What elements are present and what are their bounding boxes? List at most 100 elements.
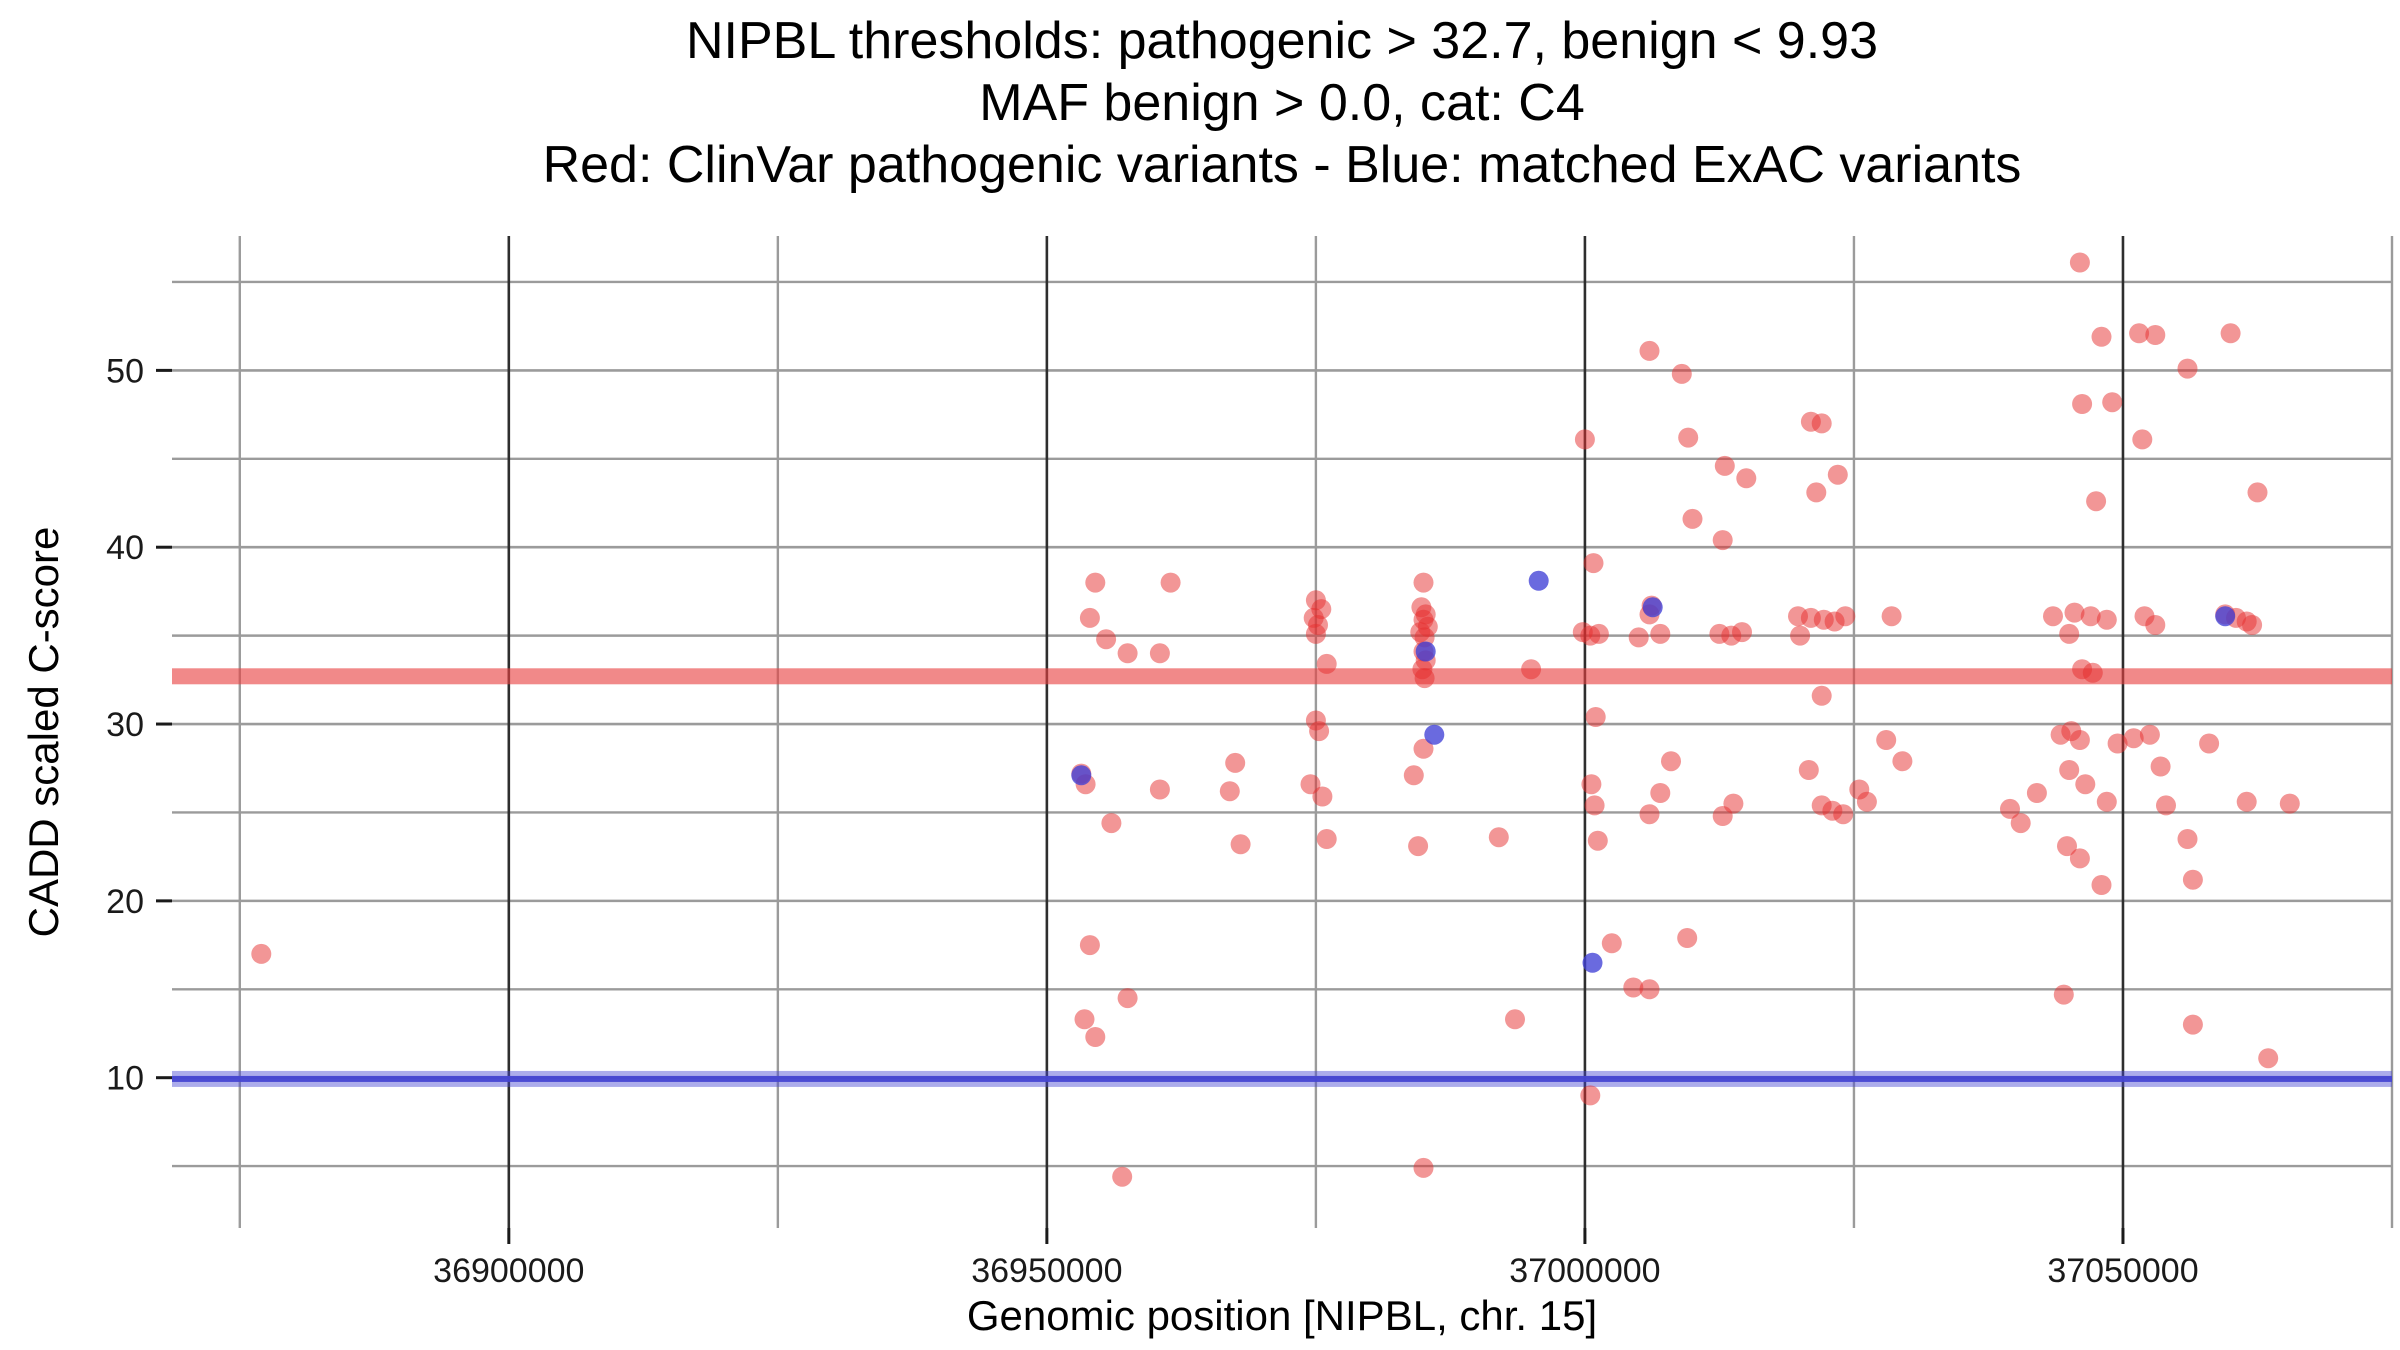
clinvar-pathogenic-point — [2236, 791, 2257, 812]
clinvar-pathogenic-point — [2075, 774, 2096, 795]
chart-title-line-2: MAF benign > 0.0, cat: C4 — [979, 74, 1585, 132]
clinvar-pathogenic-point — [2096, 791, 2117, 812]
clinvar-pathogenic-point — [2080, 606, 2101, 627]
clinvar-pathogenic-point — [1581, 774, 1602, 795]
clinvar-pathogenic-point — [2150, 756, 2171, 777]
clinvar-pathogenic-point — [1414, 668, 1435, 689]
clinvar-pathogenic-point — [1580, 1085, 1601, 1106]
clinvar-pathogenic-point — [1892, 751, 1913, 772]
clinvar-pathogenic-point — [2057, 836, 2077, 857]
clinvar-pathogenic-point — [1413, 738, 1434, 759]
clinvar-pathogenic-point — [1827, 464, 1848, 485]
clinvar-pathogenic-point — [1521, 659, 1542, 680]
clinvar-pathogenic-point — [2182, 869, 2203, 890]
y-tick-label: 10 — [106, 1060, 144, 1098]
clinvar-pathogenic-point — [1413, 572, 1434, 593]
clinvar-pathogenic-point — [2129, 323, 2150, 344]
clinvar-pathogenic-point — [1316, 829, 1337, 849]
clinvar-pathogenic-point — [1806, 482, 1827, 503]
clinvar-pathogenic-point — [1219, 781, 1240, 802]
clinvar-pathogenic-point — [1230, 834, 1251, 855]
clinvar-pathogenic-point — [1408, 836, 1429, 857]
clinvar-pathogenic-point — [251, 943, 272, 964]
clinvar-pathogenic-point — [2026, 783, 2047, 803]
series-exac-matched-point — [1071, 570, 2236, 973]
clinvar-pathogenic-point — [2247, 482, 2268, 503]
y-tick-label: 20 — [106, 883, 144, 921]
clinvar-pathogenic-point — [2145, 325, 2166, 345]
benign-threshold-line-core — [172, 1075, 2392, 1082]
clinvar-pathogenic-point — [1811, 413, 1832, 434]
clinvar-pathogenic-point — [2145, 615, 2166, 635]
clinvar-pathogenic-point — [1790, 625, 1811, 646]
clinvar-pathogenic-point — [1149, 643, 1170, 664]
clinvar-pathogenic-point — [2091, 875, 2112, 895]
clinvar-pathogenic-point — [1736, 468, 1757, 489]
clinvar-pathogenic-point — [2199, 733, 2220, 754]
x-tick-label: 37000000 — [1509, 1252, 1660, 1290]
clinvar-pathogenic-point — [2053, 984, 2074, 1005]
clinvar-pathogenic-point — [1585, 707, 1606, 727]
clinvar-pathogenic-point — [1587, 830, 1608, 851]
clinvar-pathogenic-point — [1588, 623, 1609, 644]
exac-matched-point — [1642, 597, 1663, 618]
chart-title-block: NIPBL thresholds: pathogenic > 32.7, ben… — [172, 10, 2392, 196]
clinvar-pathogenic-point — [1085, 572, 1106, 593]
exac-matched-point — [1528, 570, 1549, 591]
clinvar-pathogenic-point — [2069, 252, 2090, 273]
clinvar-pathogenic-point — [1079, 935, 1100, 956]
clinvar-pathogenic-point — [2059, 760, 2080, 780]
x-tick-label: 37050000 — [2047, 1252, 2198, 1290]
clinvar-pathogenic-point — [1811, 685, 1832, 706]
clinvar-pathogenic-point — [2220, 323, 2241, 344]
pathogenic-threshold-line — [172, 668, 2392, 685]
clinvar-pathogenic-point — [1488, 827, 1509, 848]
clinvar-pathogenic-point — [2102, 392, 2123, 413]
clinvar-pathogenic-point — [1881, 606, 1902, 627]
exac-matched-point — [1071, 765, 1092, 786]
clinvar-pathogenic-point — [2132, 429, 2153, 450]
clinvar-pathogenic-point — [1403, 765, 1424, 786]
clinvar-pathogenic-point — [1312, 786, 1333, 807]
clinvar-pathogenic-point — [1316, 653, 1337, 674]
y-tick-label: 40 — [106, 529, 144, 567]
clinvar-pathogenic-point — [2086, 491, 2107, 512]
clinvar-pathogenic-point — [1671, 363, 1692, 384]
clinvar-pathogenic-point — [1309, 721, 1330, 742]
clinvar-pathogenic-point — [1574, 429, 1595, 450]
clinvar-pathogenic-point — [1149, 779, 1170, 800]
clinvar-pathogenic-point — [2072, 394, 2093, 414]
clinvar-pathogenic-point — [2082, 662, 2103, 683]
clinvar-pathogenic-point — [2091, 326, 2112, 347]
clinvar-pathogenic-point — [1225, 752, 1246, 773]
x-tick-label: 36900000 — [433, 1252, 584, 1290]
clinvar-pathogenic-point — [1650, 783, 1671, 803]
clinvar-pathogenic-point — [1639, 979, 1660, 1000]
clinvar-pathogenic-point — [1300, 774, 1321, 795]
clinvar-pathogenic-point — [2123, 728, 2144, 749]
clinvar-pathogenic-point — [2279, 793, 2300, 814]
clinvar-pathogenic-point — [2182, 1014, 2203, 1035]
clinvar-pathogenic-point — [1117, 643, 1138, 664]
clinvar-pathogenic-point — [1798, 760, 1819, 780]
clinvar-pathogenic-point — [1085, 1027, 1106, 1047]
clinvar-pathogenic-point — [2242, 615, 2263, 635]
clinvar-pathogenic-point — [1584, 795, 1605, 816]
clinvar-pathogenic-point — [1639, 340, 1660, 361]
clinvar-pathogenic-point — [2156, 795, 2176, 816]
clinvar-pathogenic-point — [2000, 798, 2020, 819]
clinvar-pathogenic-point — [2064, 602, 2085, 623]
grid-major-horizontal — [172, 369, 2392, 1079]
clinvar-pathogenic-point — [2177, 358, 2198, 379]
clinvar-pathogenic-point — [1101, 813, 1122, 834]
chart-title-line-1: NIPBL thresholds: pathogenic > 32.7, ben… — [685, 12, 1879, 70]
clinvar-pathogenic-point — [2107, 733, 2128, 754]
clinvar-pathogenic-point — [1876, 730, 1897, 750]
series-clinvar-pathogenic-point — [251, 252, 2300, 1187]
clinvar-pathogenic-point — [1117, 988, 1138, 1009]
clinvar-pathogenic-point — [1628, 627, 1649, 648]
y-tick-label: 30 — [106, 706, 144, 744]
clinvar-pathogenic-point — [1305, 623, 1326, 644]
clinvar-pathogenic-point — [2010, 813, 2031, 834]
